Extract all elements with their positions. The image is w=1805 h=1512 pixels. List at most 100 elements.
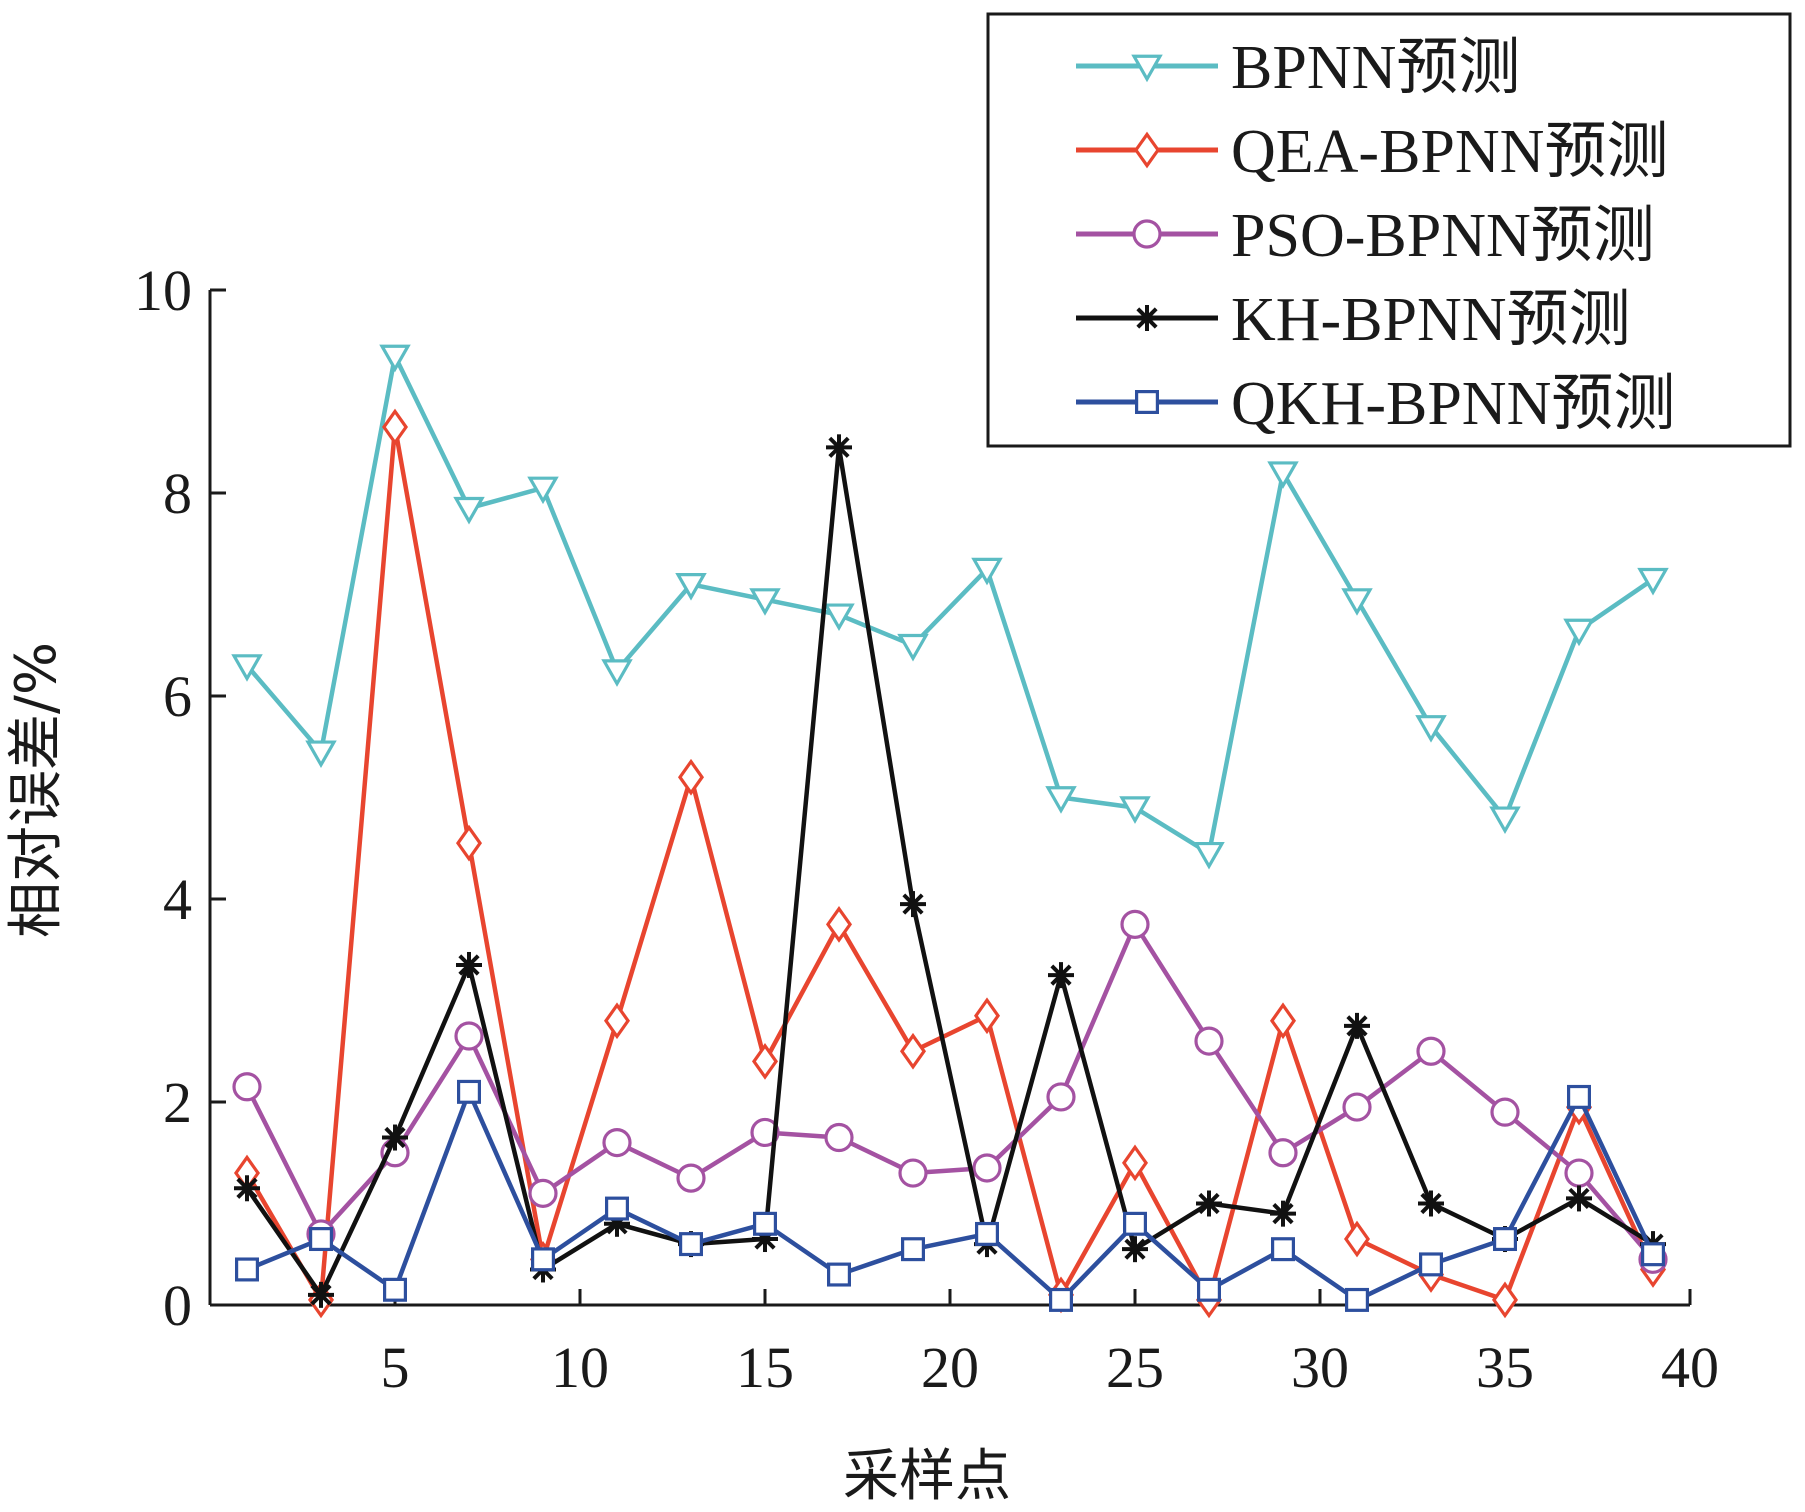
legend-swatch-marker (1133, 131, 1161, 169)
data-point (900, 1237, 925, 1262)
data-point (453, 496, 485, 525)
data-point (675, 572, 707, 601)
data-point (305, 740, 337, 769)
data-point (1490, 1097, 1520, 1127)
data-point (1491, 1281, 1519, 1319)
asterisk-stroke (828, 436, 850, 458)
y-tick-label: 2 (163, 1070, 192, 1135)
x-tick-label: 10 (551, 1335, 609, 1400)
series-1 (231, 344, 1669, 870)
x-tick-label: 30 (1291, 1335, 1349, 1400)
data-point (1341, 588, 1373, 616)
legend-label: KH-BPNN预测 (1231, 286, 1631, 354)
data-point (900, 891, 926, 918)
data-point (381, 408, 409, 446)
legend-swatch-marker (1132, 219, 1162, 249)
legend-item: KH-BPNN预测 (1076, 286, 1631, 354)
data-point (1268, 1138, 1298, 1168)
data-point (235, 1257, 260, 1282)
data-point (602, 1127, 632, 1158)
asterisk-stroke (458, 954, 480, 976)
asterisk-stroke (1568, 1187, 1590, 1210)
data-point (973, 997, 1001, 1035)
data-point (751, 1043, 779, 1080)
asterisk-stroke (1124, 1238, 1146, 1260)
data-point (455, 824, 483, 862)
x-axis-title: 采样点 (843, 1444, 1011, 1509)
series-layer (231, 344, 1669, 1319)
data-point (1048, 1287, 1073, 1312)
data-point (1344, 1287, 1369, 1312)
data-point (1344, 1012, 1370, 1039)
y-tick-label: 8 (163, 461, 192, 526)
data-point (604, 1196, 629, 1221)
data-point (1121, 1144, 1149, 1182)
data-point (1122, 1211, 1147, 1236)
legend-label: QKH-BPNN预测 (1231, 370, 1675, 438)
axes: 0 2 4 6 8 10 5 10 15 20 25 30 35 40 (134, 258, 1719, 1400)
series-2 (233, 408, 1667, 1319)
asterisk-stroke (1272, 1203, 1294, 1225)
data-point (1418, 1252, 1443, 1277)
data-point (232, 1072, 262, 1102)
asterisk-stroke (384, 1126, 406, 1149)
legend-label: BPNN预测 (1231, 34, 1520, 102)
data-point (824, 1122, 854, 1153)
data-point (972, 1153, 1002, 1183)
data-point (1492, 1227, 1517, 1252)
series-4 (234, 434, 1666, 1308)
data-point (897, 633, 929, 662)
asterisk-stroke (1136, 307, 1158, 329)
data-point (826, 434, 852, 461)
data-point (231, 654, 263, 682)
data-point (1566, 1185, 1592, 1212)
asterisk-stroke (1198, 1192, 1220, 1215)
asterisk-stroke (902, 893, 924, 915)
data-point (750, 1117, 780, 1148)
data-point (234, 1175, 260, 1202)
data-point (530, 1247, 555, 1272)
series-5 (235, 1079, 1665, 1312)
x-tick-label: 40 (1661, 1335, 1719, 1400)
asterisk-stroke (1420, 1192, 1442, 1215)
x-tick-label: 15 (736, 1335, 794, 1400)
data-point (1637, 567, 1669, 596)
data-point (1119, 796, 1151, 824)
series-line (244, 922, 1655, 1261)
series-line (245, 353, 1655, 856)
x-tick-label: 25 (1106, 1335, 1164, 1400)
legend-label: QEA-BPNN预测 (1231, 118, 1668, 186)
y-tick-label: 10 (134, 258, 192, 323)
data-point (601, 659, 633, 687)
legend-swatch-marker (1131, 54, 1163, 83)
data-point (379, 344, 411, 373)
x-tick-label: 20 (921, 1335, 979, 1400)
data-point (1269, 1002, 1297, 1040)
data-point (752, 1211, 777, 1236)
data-point (677, 758, 705, 796)
data-point (1120, 909, 1150, 939)
data-point (1342, 1092, 1372, 1122)
data-point (457, 1079, 482, 1104)
series-3 (232, 909, 1668, 1274)
legend-swatch-marker (1134, 390, 1159, 415)
data-point (1416, 1036, 1446, 1066)
data-point (603, 1002, 631, 1040)
data-point (1194, 1026, 1224, 1056)
data-point (1343, 1220, 1371, 1258)
series-line (246, 1089, 1656, 1303)
asterisk-stroke (310, 1284, 332, 1306)
data-point (1563, 618, 1595, 647)
legend-item: QKH-BPNN预测 (1076, 370, 1675, 438)
data-point (1418, 1190, 1444, 1217)
y-tick-label: 4 (163, 867, 192, 932)
data-point (528, 1178, 558, 1208)
data-point (1267, 461, 1299, 489)
asterisk-stroke (236, 1177, 258, 1199)
data-point (823, 603, 855, 632)
data-point (382, 1124, 408, 1151)
data-point (826, 1262, 851, 1287)
legend: BPNN预测 QEA-BPNN预测 PSO-BPNN预测 KH-BPNN预测 QKH-B… (986, 12, 1792, 448)
data-point (974, 1221, 999, 1246)
